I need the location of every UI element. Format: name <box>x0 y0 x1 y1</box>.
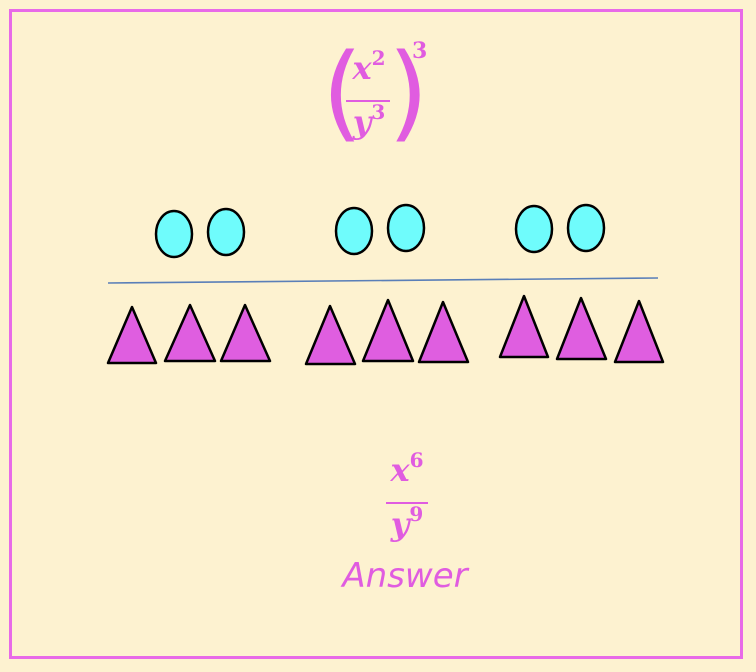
triangle-3a <box>498 294 550 359</box>
triangle-2a <box>304 304 357 366</box>
triangle-group-2 <box>304 298 470 366</box>
numerator-exponent: 2 <box>371 46 386 70</box>
circle-group-3 <box>514 203 606 254</box>
triangle-group-1 <box>106 303 272 365</box>
triangle-3c <box>613 299 665 364</box>
power-expression: ( x2 y3 ) 3 <box>322 31 442 160</box>
circle-2a <box>334 206 374 256</box>
expression-denominator: y3 <box>344 100 394 141</box>
triangle-1b <box>163 303 217 363</box>
fraction-bar <box>107 277 659 284</box>
answer-denominator: y9 <box>380 502 434 543</box>
denominator-exponent: 3 <box>371 100 386 124</box>
answer-denominator-base: y <box>390 505 410 543</box>
numerator-base: x <box>352 49 372 87</box>
left-paren: ( <box>322 31 363 153</box>
answer-numerator-base: x <box>390 451 410 489</box>
triangle-3b <box>555 296 608 361</box>
answer-label: Answer <box>342 556 468 596</box>
triangle-1c <box>219 303 272 363</box>
right-paren: ) <box>388 31 429 153</box>
circle-2b <box>386 203 426 253</box>
triangle-2b <box>361 298 415 363</box>
triangle-group-3 <box>498 294 665 364</box>
circle-1a <box>154 209 194 259</box>
answer-fraction-line <box>386 502 428 504</box>
denominator-base: y <box>352 103 372 141</box>
circle-3b <box>566 203 606 253</box>
outer-exponent: 3 <box>412 38 428 64</box>
expression-numerator: x2 <box>344 46 394 87</box>
circle-3a <box>514 204 554 254</box>
triangle-1a <box>106 305 158 365</box>
circle-group-1 <box>154 207 246 259</box>
answer-expression: x6 y9 <box>380 448 440 558</box>
expression-fraction-line <box>346 100 390 102</box>
answer-numerator: x6 <box>380 448 434 489</box>
circle-group-2 <box>334 203 426 256</box>
answer-numerator-exponent: 6 <box>409 448 424 472</box>
circle-1b <box>206 207 246 257</box>
answer-denominator-exponent: 9 <box>409 502 424 526</box>
triangle-2c <box>417 300 470 364</box>
